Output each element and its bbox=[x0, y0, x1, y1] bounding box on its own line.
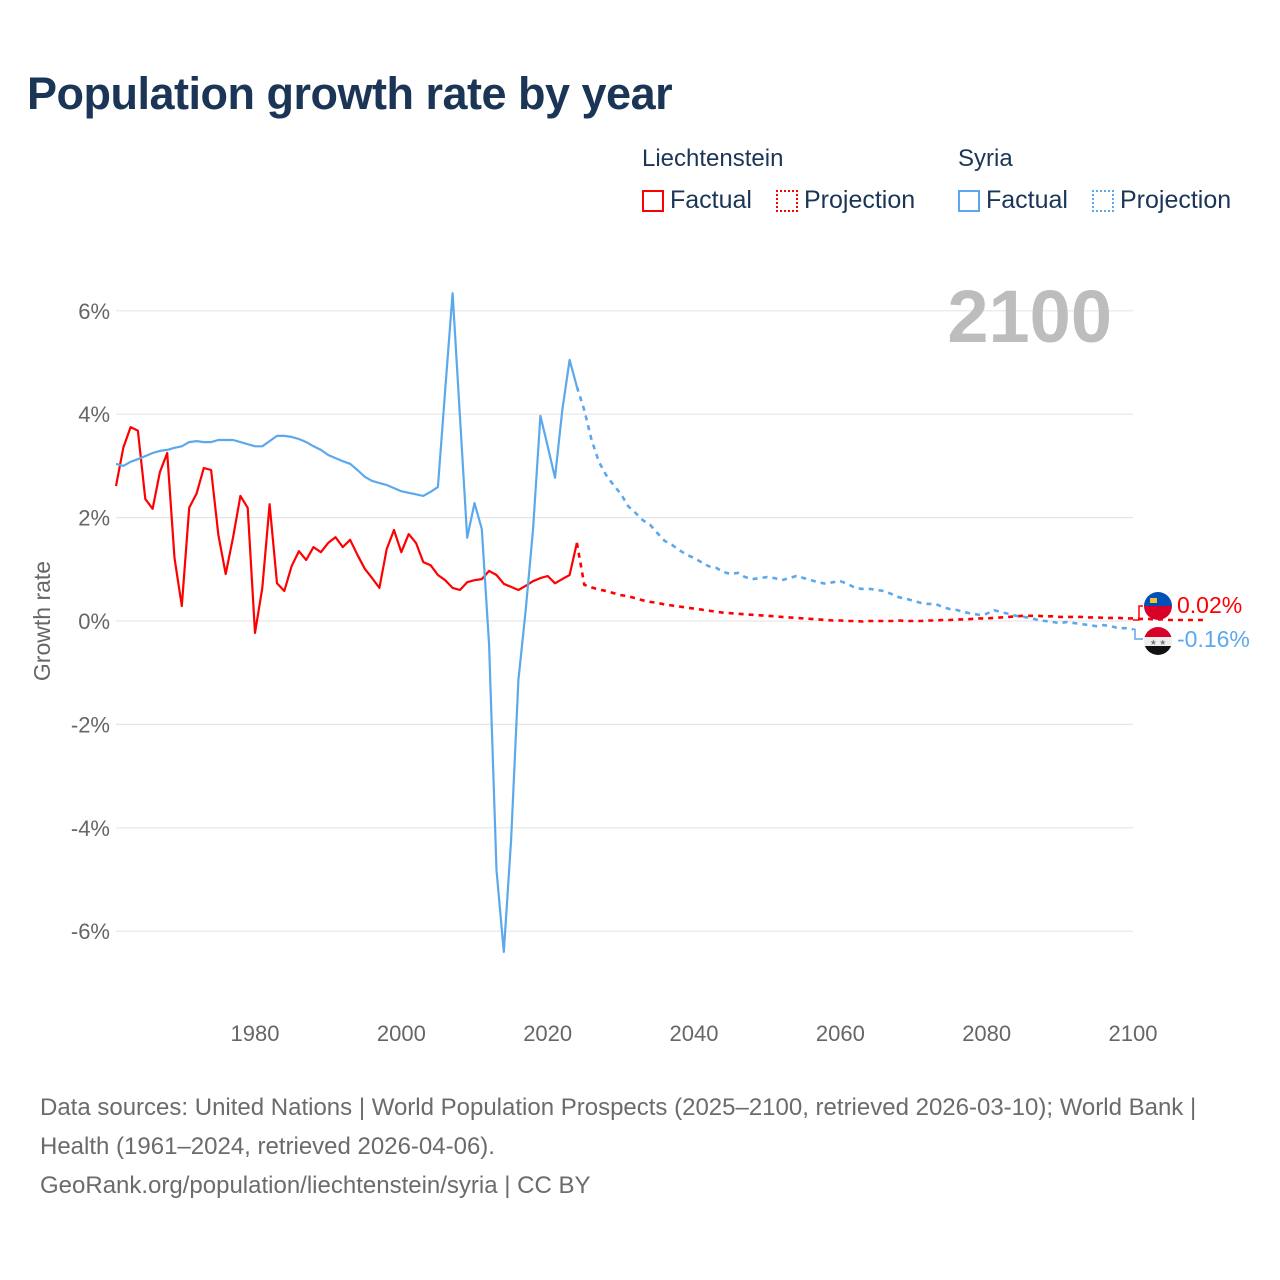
legend-syria-projection[interactable]: Projection bbox=[1092, 186, 1231, 215]
legend-label: Projection bbox=[1120, 186, 1232, 214]
liechtenstein-end-label: 0.02% bbox=[1177, 592, 1242, 618]
liechtenstein-factual-line bbox=[114, 426, 578, 635]
liechtenstein-flag-icon bbox=[1144, 592, 1172, 620]
footer: Data sources: United Nations | World Pop… bbox=[40, 1088, 1240, 1205]
legend-swatch-solid bbox=[642, 189, 664, 212]
year-display: 2100 bbox=[947, 275, 1112, 358]
syria-projection-line bbox=[575, 386, 1134, 631]
y-axis-label: Growth rate bbox=[29, 561, 55, 681]
y-tick-label: -2% bbox=[71, 712, 110, 737]
legend-label: Factual bbox=[670, 186, 752, 214]
legend-swatch-dotted bbox=[776, 189, 798, 212]
legend-syria-factual[interactable]: Factual bbox=[958, 186, 1068, 215]
y-tick-label: -6% bbox=[71, 919, 110, 944]
legend-liechtenstein-factual[interactable]: Factual bbox=[642, 186, 752, 215]
x-tick-label: 2020 bbox=[523, 1021, 572, 1046]
y-tick-label: 4% bbox=[78, 402, 110, 427]
legend-liechtenstein-projection[interactable]: Projection bbox=[776, 186, 915, 215]
legend-label: Projection bbox=[804, 186, 916, 214]
chart-title: Population growth rate by year bbox=[27, 68, 673, 119]
syria-factual-line bbox=[115, 292, 578, 954]
syria-end-label: -0.16% bbox=[1177, 626, 1250, 652]
y-tick-label: 0% bbox=[78, 609, 110, 634]
syria-label-connector bbox=[1133, 628, 1143, 640]
x-tick-label: 2100 bbox=[1109, 1021, 1158, 1046]
legend-label: Factual bbox=[986, 186, 1068, 214]
x-tick-label: 1980 bbox=[231, 1021, 280, 1046]
credit-link[interactable]: GeoRank.org/population/liechtenstein/syr… bbox=[40, 1172, 591, 1199]
liechtenstein-label-connector bbox=[1133, 605, 1143, 621]
x-tick-label: 2000 bbox=[377, 1021, 426, 1046]
legend-group-syria: Syria bbox=[958, 145, 1013, 172]
legend-group-liechtenstein: Liechtenstein bbox=[642, 145, 784, 172]
x-tick-label: 2040 bbox=[670, 1021, 719, 1046]
chart-area: 6% 4% 2% 0% -2% -4% -6% 1980 2000 2020 2040 2060 208… bbox=[29, 275, 1250, 1046]
svg-text:★ ★: ★ ★ bbox=[1150, 638, 1167, 647]
liechtenstein-projection-line bbox=[575, 542, 1207, 623]
x-tick-label: 2060 bbox=[816, 1021, 865, 1046]
data-sources: Data sources: United Nations | World Pop… bbox=[40, 1094, 1197, 1160]
legend-swatch-solid bbox=[958, 189, 980, 212]
syria-flag-icon: ★ ★ bbox=[1144, 627, 1172, 655]
legend-swatch-dotted bbox=[1092, 189, 1114, 212]
y-tick-label: -4% bbox=[71, 816, 110, 841]
y-tick-label: 6% bbox=[78, 299, 110, 324]
y-tick-label: 2% bbox=[78, 506, 110, 531]
x-tick-label: 2080 bbox=[962, 1021, 1011, 1046]
